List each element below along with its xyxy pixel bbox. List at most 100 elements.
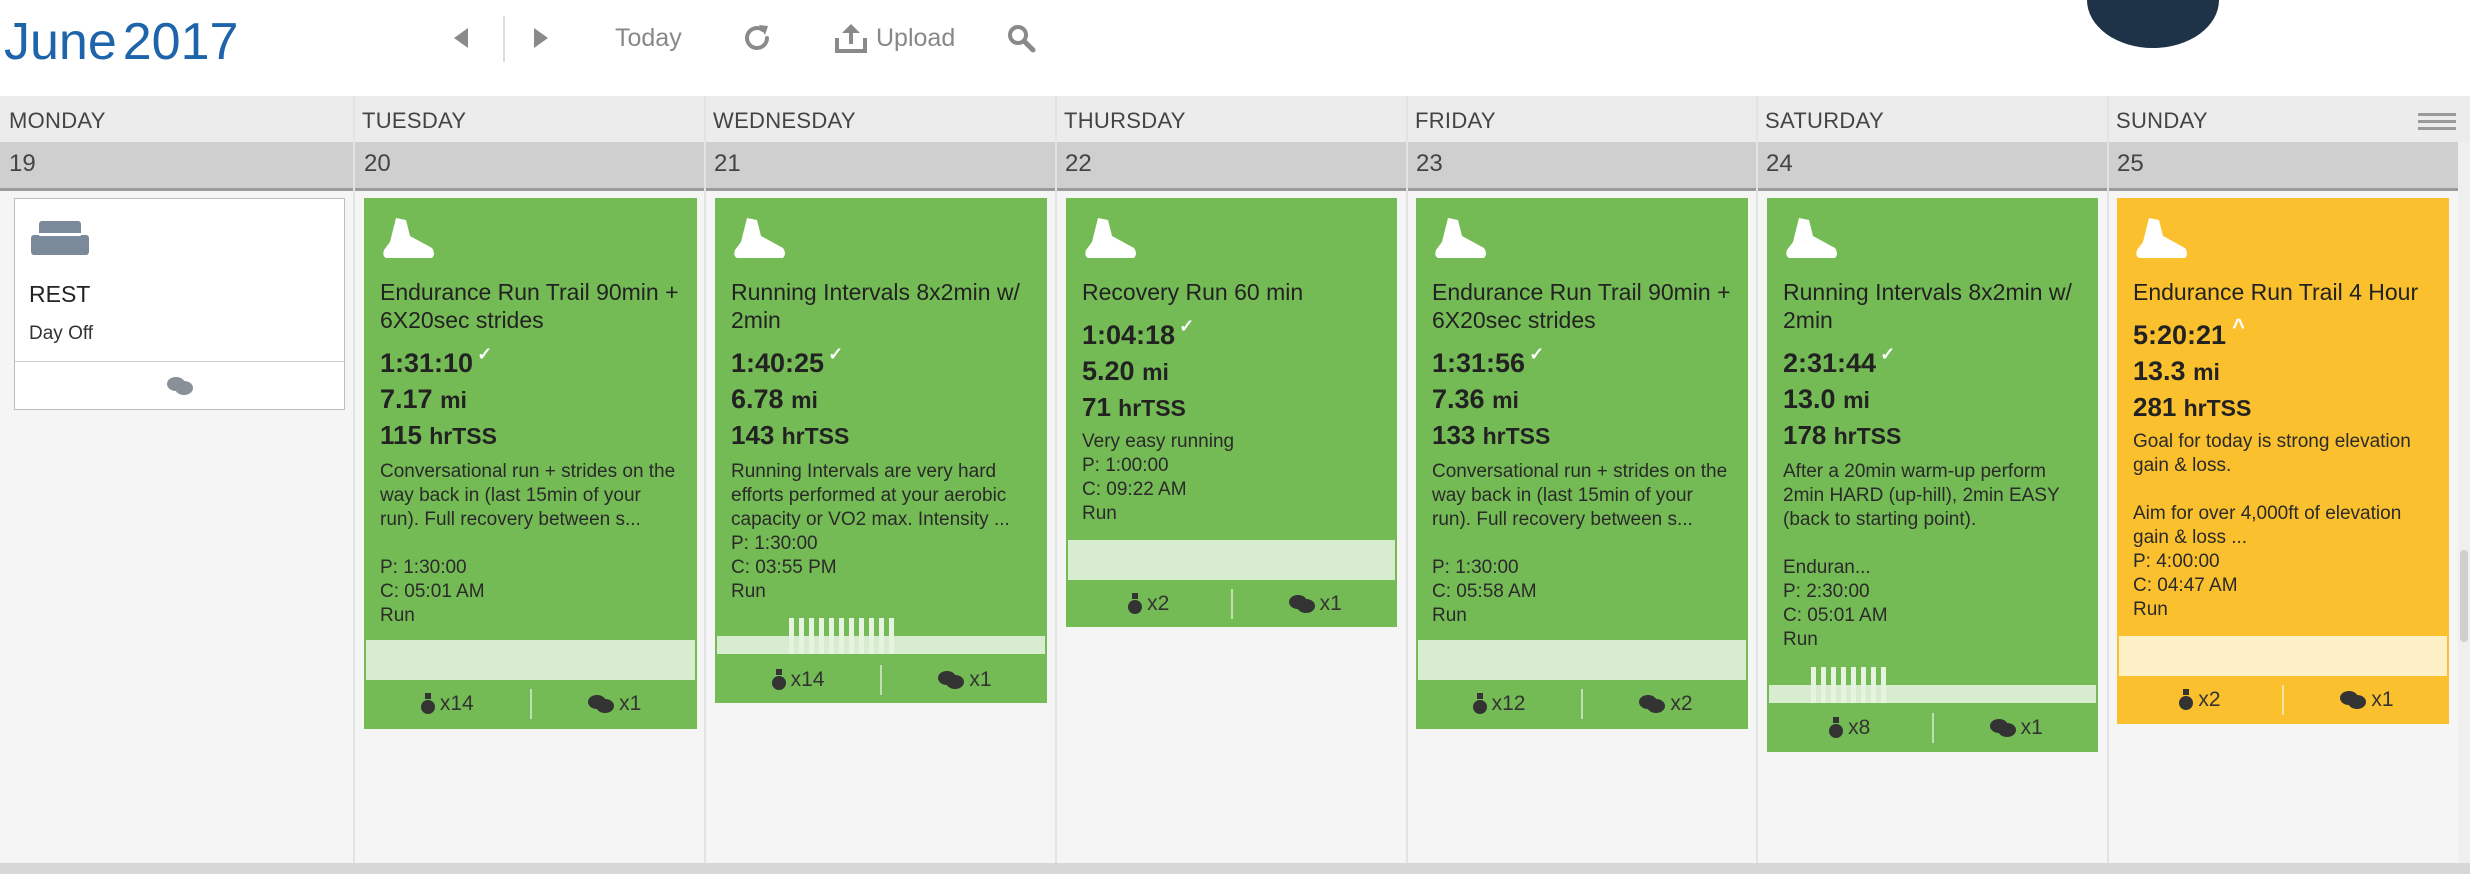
scrollbar-track[interactable]: [2458, 142, 2470, 863]
rest-comments[interactable]: [15, 361, 344, 410]
running-shoe-icon: [383, 218, 434, 258]
sport-type: Run: [1432, 605, 1467, 626]
footer-divider: [880, 665, 882, 695]
medal-icon: [420, 693, 435, 714]
workout-description-continued: Aim for over 4,000ft of elevation gain &…: [2133, 503, 2402, 548]
next-week-divider: [0, 863, 2470, 874]
likes-button[interactable]: x2: [2117, 688, 2282, 712]
today-button[interactable]: Today: [615, 18, 682, 58]
footer-divider: [1230, 589, 1233, 619]
medal-icon: [2179, 689, 2194, 710]
likes-count: x8: [1848, 716, 1871, 739]
workout-description: Goal for today is strong elevation gain …: [2133, 431, 2411, 476]
likes-button[interactable]: x12: [1416, 692, 1581, 716]
intensity-graph: [1068, 540, 1395, 580]
workout-card[interactable]: Endurance Run Trail 90min + 6X20sec stri…: [364, 198, 697, 729]
workout-description-continued: Enduran...: [1783, 557, 1871, 578]
workout-card[interactable]: Endurance Run Trail 90min + 6X20sec stri…: [1416, 198, 1748, 729]
interval-bars: [1811, 667, 1886, 703]
workout-title: Endurance Run Trail 90min + 6X20sec stri…: [380, 279, 679, 333]
comments-button[interactable]: x2: [1583, 692, 1748, 716]
completed-check-icon: ✓: [1179, 316, 1195, 336]
search-button[interactable]: [1006, 18, 1036, 58]
column-divider: [1756, 96, 1758, 863]
planned-duration: P: 4:00:00: [2133, 551, 2220, 572]
comments-icon: [1989, 719, 2016, 737]
workout-tss: 133 hrTSS: [1432, 420, 1551, 450]
date-number: 20: [364, 150, 391, 177]
workout-distance: 6.78 mi: [731, 384, 818, 414]
completed-time: C: 09:22 AM: [1082, 479, 1187, 500]
date-number: 21: [714, 150, 741, 177]
workout-card[interactable]: Recovery Run 60 min 1:04:18 ✓ 5.20 mi 71 …: [1066, 198, 1397, 627]
medal-icon: [771, 669, 786, 690]
workout-description: Conversational run + strides on the way …: [380, 461, 676, 530]
sport-type: Run: [1783, 629, 1818, 650]
workout-title: Recovery Run 60 min: [1082, 279, 1304, 305]
comments-button[interactable]: x1: [532, 692, 698, 716]
running-shoe-icon: [1435, 218, 1486, 258]
card-footer: x14 x1: [364, 682, 697, 726]
workout-duration: 5:20:21 ^: [2133, 314, 2245, 350]
workout-distance: 7.36 mi: [1432, 384, 1519, 414]
running-shoe-icon: [1085, 218, 1136, 258]
comments-button[interactable]: x1: [2284, 688, 2449, 712]
workout-tss: 281 hrTSS: [2133, 392, 2252, 422]
workout-card[interactable]: Running Intervals 8x2min w/ 2min 2:31:44…: [1767, 198, 2098, 752]
likes-count: x14: [790, 668, 825, 691]
planned-duration: P: 1:30:00: [380, 557, 467, 578]
comments-count: x1: [2371, 688, 2394, 711]
next-week-button[interactable]: [530, 18, 550, 58]
comments-button[interactable]: x1: [1233, 592, 1398, 616]
likes-button[interactable]: x8: [1767, 716, 1932, 740]
likes-button[interactable]: x2: [1066, 592, 1231, 616]
intensity-graph: [1769, 685, 2096, 703]
column-divider: [704, 96, 706, 863]
intensity-graph: [366, 640, 695, 680]
likes-count: x2: [2198, 688, 2221, 711]
workout-tss: 143 hrTSS: [731, 420, 850, 450]
likes-count: x12: [1491, 692, 1526, 715]
brand-logo: [2085, 0, 2221, 50]
previous-week-button[interactable]: [452, 18, 472, 58]
intensity-graph: [2119, 636, 2447, 676]
workout-distance: 13.3 mi: [2133, 356, 2220, 386]
medal-icon: [1829, 717, 1844, 738]
comments-count: x2: [1670, 692, 1693, 715]
workout-duration: 1:04:18 ✓: [1082, 316, 1195, 350]
workout-distance: 13.0 mi: [1783, 384, 1870, 414]
rest-day-card[interactable]: REST Day Off: [14, 198, 345, 410]
card-footer: x14 x1: [715, 658, 1047, 702]
card-footer: x8 x1: [1767, 706, 2098, 750]
likes-count: x14: [439, 692, 474, 715]
completed-check-icon: ✓: [1529, 344, 1545, 364]
workout-card[interactable]: Running Intervals 8x2min w/ 2min 1:40:25…: [715, 198, 1047, 703]
scrollbar-thumb[interactable]: [2460, 550, 2468, 642]
likes-button[interactable]: x14: [364, 692, 530, 716]
workout-title: Running Intervals 8x2min w/ 2min: [1783, 279, 2072, 333]
column-divider: [1406, 96, 1408, 863]
weekday-label: MONDAY: [9, 108, 106, 133]
footer-divider: [529, 689, 532, 719]
comments-count: x1: [1319, 592, 1342, 615]
refresh-button[interactable]: [741, 18, 773, 58]
completed-time: C: 04:47 AM: [2133, 575, 2238, 596]
upload-icon: [835, 24, 867, 53]
upload-button[interactable]: Upload: [834, 18, 955, 58]
comments-button[interactable]: x1: [1934, 716, 2099, 740]
search-icon: [1008, 25, 1036, 53]
chevron-right-icon: [534, 28, 548, 48]
weekday-label: FRIDAY: [1415, 108, 1496, 133]
workout-duration: 1:31:10 ✓: [380, 344, 493, 378]
today-label: Today: [615, 23, 682, 52]
sport-type: Run: [1082, 503, 1117, 524]
comments-button[interactable]: x1: [882, 668, 1047, 692]
toolbar-divider: [503, 16, 505, 62]
workout-title: Endurance Run Trail 90min + 6X20sec stri…: [1432, 279, 1731, 333]
comments-icon: [938, 671, 965, 689]
menu-icon[interactable]: [2418, 112, 2456, 132]
likes-count: x2: [1147, 592, 1170, 615]
workout-card[interactable]: Endurance Run Trail 4 Hour 5:20:21 ^ 13.3…: [2117, 198, 2449, 724]
likes-button[interactable]: x14: [715, 668, 880, 692]
completed-check-icon: ✓: [1880, 344, 1896, 364]
